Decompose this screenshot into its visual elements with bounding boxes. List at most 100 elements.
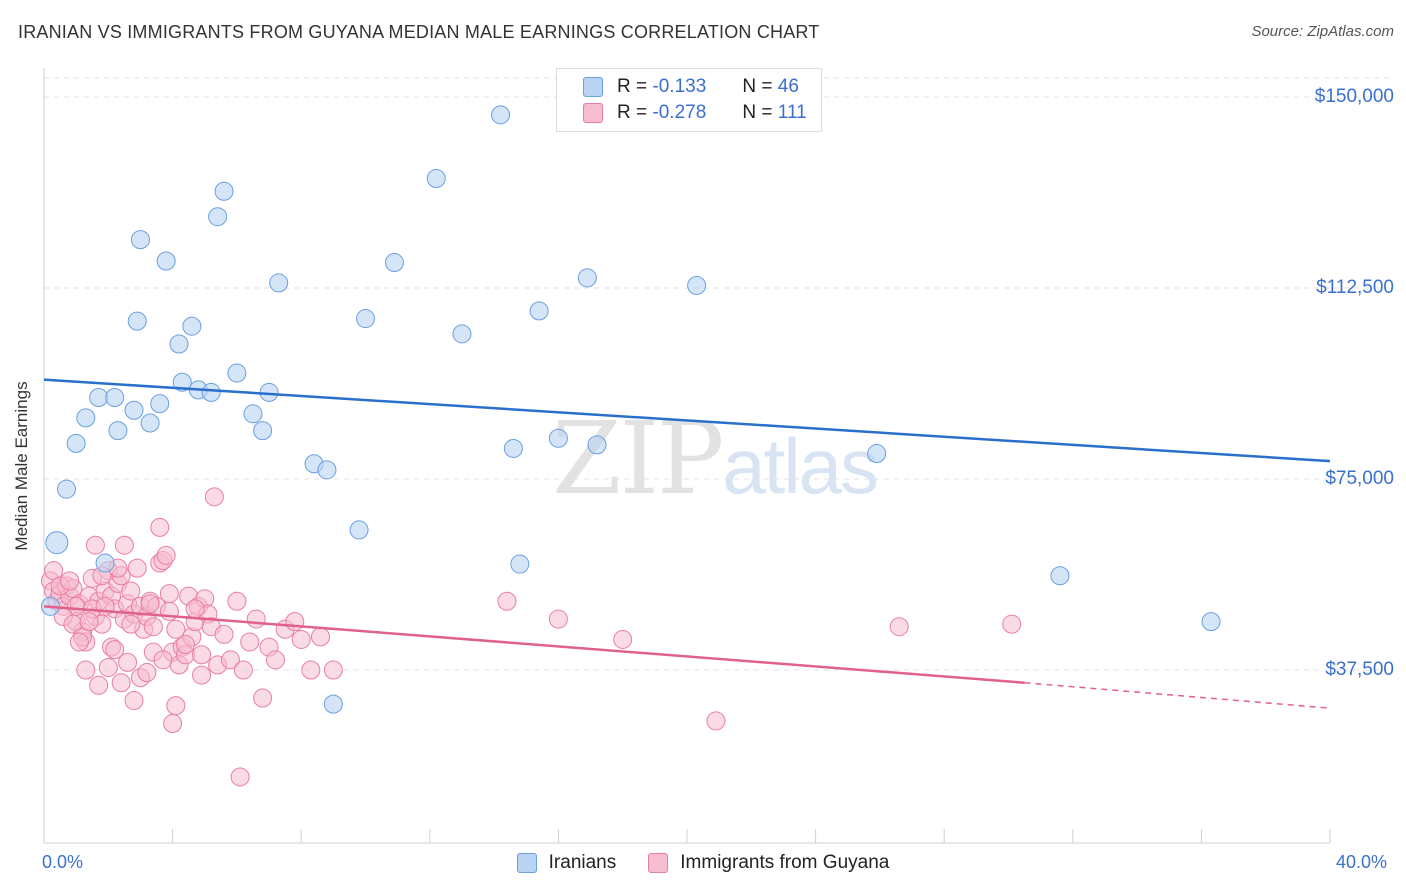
guyana-point [233, 660, 253, 680]
legend-label-guyana: Immigrants from Guyana [680, 852, 890, 873]
y-tick-37500: $37,500 [1325, 659, 1394, 680]
guyana-point [124, 691, 144, 711]
guyana-point [98, 657, 118, 677]
guyana-point [1002, 614, 1022, 634]
guyana-point [76, 660, 96, 680]
y-axis-title: Median Male Earnings [12, 381, 31, 551]
guyana-point [310, 627, 330, 647]
iranian-point [687, 275, 707, 295]
iranian-point [140, 413, 160, 433]
legend-row-guyana: R = -0.278 N = 111 [583, 101, 807, 125]
guyana-point [706, 711, 726, 731]
legend-label-iranians: Iranians [548, 852, 617, 873]
guyana-point [240, 632, 260, 652]
guyana-point [150, 517, 170, 537]
guyana-point [246, 609, 266, 629]
iranian-point [577, 268, 597, 288]
guyana-point [163, 713, 183, 733]
guyana-point [69, 632, 89, 652]
guyana-point [889, 617, 909, 637]
guyana-point [204, 487, 224, 507]
guyana-point [613, 629, 633, 649]
guyana-point [220, 650, 240, 670]
iranian-point [548, 428, 568, 448]
guyana-point [143, 617, 163, 637]
legend-n-label: N = [742, 102, 773, 123]
guyana-point [118, 652, 138, 672]
guyana-point [60, 571, 80, 591]
series-iranians-points [40, 105, 1221, 714]
chart-source: Source: ZipAtlas.com [1251, 23, 1394, 40]
legend-r-value: -0.133 [652, 76, 707, 97]
legend-item-iranians: Iranians [516, 852, 617, 874]
guyana-point [192, 665, 212, 685]
iranian-point [510, 554, 530, 574]
guyana-point [175, 635, 195, 655]
guyana-point [140, 594, 160, 614]
trend-line-iranians [43, 378, 1331, 463]
iranian-point [452, 324, 472, 344]
iranian-point [253, 421, 273, 441]
correlation-legend: R = -0.133 N = 46 R = -0.278 N = 111 [556, 68, 822, 132]
guyana-point [159, 584, 179, 604]
guyana-point [291, 629, 311, 649]
legend-item-guyana: Immigrants from Guyana [648, 852, 889, 874]
iranian-point [587, 435, 607, 455]
iranian-point [349, 520, 369, 540]
iranian-point [317, 460, 337, 480]
legend-swatch-blue [583, 77, 603, 97]
guyana-point [166, 619, 186, 639]
x-tick-left: 0.0% [42, 852, 84, 872]
legend-n-value: 46 [777, 76, 799, 97]
guyana-point [323, 660, 343, 680]
iranian-point [1050, 566, 1070, 586]
iranian-point [156, 251, 176, 271]
guyana-point [185, 599, 205, 619]
iranian-point [150, 394, 170, 414]
iranian-point [529, 301, 549, 321]
iranian-point [95, 553, 115, 573]
iranian-point [867, 444, 887, 464]
guyana-point [85, 535, 105, 555]
guyana-point [111, 673, 131, 693]
iranian-point [201, 382, 221, 402]
series-guyana-points [40, 487, 1022, 787]
series-legend: Iranians Immigrants from Guyana [0, 852, 1406, 874]
guyana-point [285, 612, 305, 632]
iranian-point [323, 694, 343, 714]
watermark-atlas: atlas [722, 422, 879, 510]
iranian-point [89, 388, 109, 408]
chart-title: IRANIAN VS IMMIGRANTS FROM GUYANA MEDIAN… [18, 22, 820, 42]
iranian-point [384, 253, 404, 273]
iranian-point [127, 311, 147, 331]
guyana-point [153, 650, 173, 670]
iranian-point [227, 363, 247, 383]
legend-r-label: R = [617, 76, 648, 97]
iranian-point [108, 421, 128, 441]
guyana-point [121, 581, 141, 601]
guyana-point [497, 591, 517, 611]
guyana-point [548, 609, 568, 629]
iranian-point [182, 316, 202, 336]
iranian-point [503, 438, 523, 458]
iranian-point [426, 168, 446, 188]
iranian-point [66, 433, 86, 453]
trend-line-guyana-extension [1024, 681, 1331, 709]
watermark: ZIPatlas [552, 400, 879, 517]
trend-lines [43, 378, 1331, 709]
iranian-point [172, 372, 192, 392]
legend-r-label: R = [617, 102, 648, 123]
legend-n-value: 111 [777, 102, 807, 123]
legend-row-iranians: R = -0.133 N = 46 [583, 75, 799, 99]
legend-n-label: N = [742, 76, 773, 97]
axes [43, 68, 1331, 844]
iranian-point [76, 408, 96, 428]
iranian-point [1201, 612, 1221, 632]
iranian-point [269, 273, 289, 293]
legend-r-value: -0.278 [652, 102, 707, 123]
guyana-point [166, 696, 186, 716]
y-tick-112500: $112,500 [1316, 277, 1394, 298]
watermark-zip: ZIP [552, 400, 724, 517]
legend-swatch-pink [583, 103, 603, 123]
iranian-point [491, 105, 511, 125]
